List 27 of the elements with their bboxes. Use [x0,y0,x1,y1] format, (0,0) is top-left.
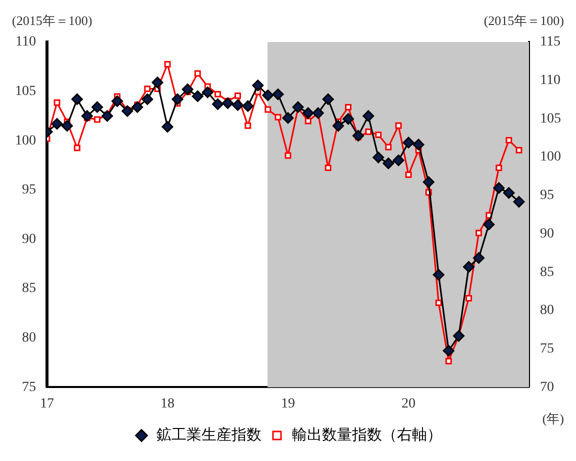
y-tick-label: 95 [22,182,36,198]
legend-label: 輸出数量指数（右軸） [292,426,442,444]
x-tick-label: 20 [402,396,416,412]
y2-tick-label: 100 [540,150,561,165]
y-tick-label: 100 [15,133,36,148]
y-tick-label: 75 [22,380,36,395]
y2-axis-title: (2015年＝100) [484,12,564,28]
y-tick-label: 80 [22,330,36,346]
legend-label: 鉱工業生産指数 [156,426,262,444]
y2-tick-label: 85 [540,264,554,280]
y2-tick-label: 70 [540,380,554,395]
x-tick-label: 19 [281,396,295,412]
y2-tick-label: 80 [540,303,554,318]
y2-tick-label: 110 [540,73,560,88]
y-tick-label: 105 [15,84,36,99]
y2-tick-label: 95 [540,188,554,204]
y-axis-title: (2015年＝100) [12,12,92,28]
x-tick-label: 18 [160,396,174,412]
y-tick-label: 110 [16,34,36,50]
x-axis-title: (年) [542,411,564,426]
y2-tick-label: 105 [540,111,561,126]
y-tick-label: 90 [22,232,36,247]
y2-tick-label: 115 [540,34,560,50]
y2-tick-label: 75 [540,342,554,357]
y2-tick-label: 90 [540,226,554,242]
y-tick-label: 85 [22,281,36,296]
x-tick-label: 17 [40,396,54,412]
